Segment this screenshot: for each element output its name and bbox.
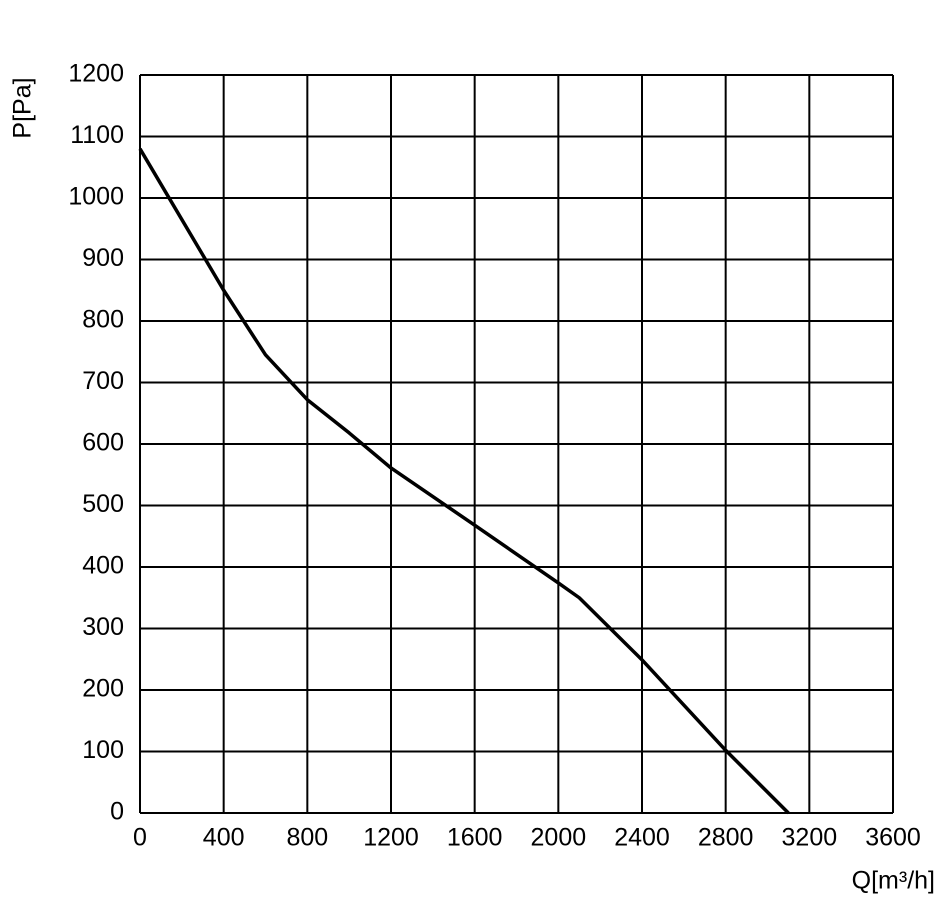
y-tick-label: 400	[82, 552, 124, 580]
x-tick-label: 800	[286, 824, 328, 852]
y-tick-label: 100	[82, 736, 124, 764]
x-tick-label: 3600	[865, 824, 921, 852]
x-tick-label: 1200	[363, 824, 419, 852]
x-tick-label: 0	[133, 824, 147, 852]
y-axis-label: P[Pa]	[9, 77, 37, 138]
x-tick-label: 2000	[531, 824, 587, 852]
y-tick-label: 300	[82, 613, 124, 641]
y-tick-label: 700	[82, 367, 124, 395]
x-axis-label: Q[m³/h]	[852, 867, 935, 895]
x-tick-label: 1600	[447, 824, 503, 852]
y-tick-label: 0	[110, 798, 124, 826]
y-tick-label: 500	[82, 490, 124, 518]
y-tick-label: 600	[82, 429, 124, 457]
x-tick-label: 400	[203, 824, 245, 852]
line-series	[138, 147, 790, 815]
y-tick-label: 800	[82, 306, 124, 334]
y-tick-label: 200	[82, 675, 124, 703]
x-tick-label: 2800	[698, 824, 754, 852]
y-tick-label: 1000	[68, 183, 124, 211]
y-tick-label: 1200	[68, 60, 124, 88]
y-tick-label: 900	[82, 244, 124, 272]
x-tick-label: 3200	[782, 824, 838, 852]
y-tick-label: 1100	[70, 121, 124, 149]
x-tick-label: 2400	[614, 824, 670, 852]
